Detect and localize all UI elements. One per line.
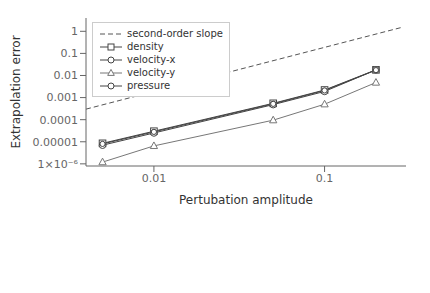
html-text:velocity-x: velocity-x bbox=[127, 54, 176, 65]
svg-text:0.01: 0.01 bbox=[54, 69, 79, 82]
svg-text:0.01: 0.01 bbox=[142, 172, 167, 185]
html-text:second-order slope: second-order slope bbox=[127, 28, 223, 39]
svg-text:0.1: 0.1 bbox=[61, 47, 79, 60]
svg-text:1: 1 bbox=[71, 25, 78, 38]
html-text:density: density bbox=[127, 41, 164, 52]
svg-text:0.001: 0.001 bbox=[47, 91, 79, 104]
svg-text:0.0001: 0.0001 bbox=[40, 114, 79, 127]
svg-text:1×10⁻⁶: 1×10⁻⁶ bbox=[38, 158, 79, 171]
html-text:velocity-y: velocity-y bbox=[127, 67, 176, 78]
html-text:pressure: pressure bbox=[127, 80, 171, 91]
svg-text:Pertubation amplitude: Pertubation amplitude bbox=[179, 193, 313, 207]
svg-text:Extrapolation error: Extrapolation error bbox=[9, 35, 23, 148]
svg-text:0.1: 0.1 bbox=[316, 172, 334, 185]
svg-text:0.00001: 0.00001 bbox=[33, 136, 79, 149]
